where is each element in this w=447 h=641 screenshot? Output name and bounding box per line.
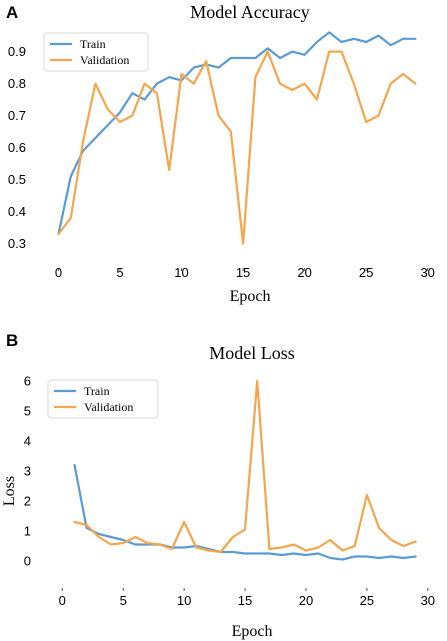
y-tick-label: 0.4 <box>8 204 26 219</box>
y-tick-label: 0.7 <box>8 108 26 123</box>
legend-box <box>43 32 149 72</box>
y-tick-label: 6 <box>24 374 31 389</box>
y-tick-label: 3 <box>24 464 31 479</box>
y-tick-label: 5 <box>24 404 31 419</box>
y-tick-label: 0.5 <box>8 172 26 187</box>
x-tick-label: 15 <box>236 265 250 280</box>
panel-a-letter: A <box>6 3 18 22</box>
x-tick-label: 15 <box>238 593 252 608</box>
y-tick-label: 0.8 <box>8 76 26 91</box>
accuracy-chart: Model Accuracy Epoch 0 5 10 15 20 25 30 0.3 0.4 0.5… <box>8 2 435 305</box>
chart-title: Model Accuracy <box>190 2 309 22</box>
y-tick-label: 4 <box>24 434 31 449</box>
x-tick-label: 0 <box>59 593 66 608</box>
x-tick-label: 25 <box>359 265 373 280</box>
legend-label-validation: Validation <box>80 53 129 67</box>
x-tick-label: 5 <box>120 593 127 608</box>
x-tick-label: 20 <box>297 265 311 280</box>
x-tick-label: 30 <box>420 265 434 280</box>
y-tick-label: 0.6 <box>8 140 26 155</box>
legend-label-train: Train <box>80 37 106 51</box>
x-axis-label: Epoch <box>232 623 273 640</box>
panel-b-letter: B <box>6 331 18 350</box>
y-axis-label: Loss <box>1 476 18 506</box>
y-tick-label: 0.9 <box>8 44 26 59</box>
x-tick-label: 20 <box>299 593 313 608</box>
x-tick-label: 30 <box>421 593 435 608</box>
series-line-validation <box>73 379 417 554</box>
x-tick-label: 10 <box>177 593 191 608</box>
y-tick-label: 2 <box>24 494 31 509</box>
series-line-validation <box>57 50 417 245</box>
x-tick-label: 0 <box>55 265 62 280</box>
y-tick-label: 0 <box>24 554 31 569</box>
chart-title: Model Loss <box>209 343 295 363</box>
legend-label-validation: Validation <box>84 400 133 414</box>
y-tick-label: 0.3 <box>8 236 26 251</box>
legend-label-train: Train <box>84 384 110 398</box>
x-tick-label: 5 <box>116 265 123 280</box>
legend-box <box>47 379 159 419</box>
y-tick-label: 1 <box>24 524 31 539</box>
x-axis-label: Epoch <box>230 288 271 305</box>
x-tick-label: 25 <box>360 593 374 608</box>
loss-chart: Model Loss Epoch Loss 0 5 10 15 20 25 30 0 1 2 3 4 5 6 Tr… <box>1 343 435 640</box>
x-tick-label: 10 <box>174 265 188 280</box>
series-line-train <box>73 463 417 561</box>
series-line-train <box>57 31 417 236</box>
